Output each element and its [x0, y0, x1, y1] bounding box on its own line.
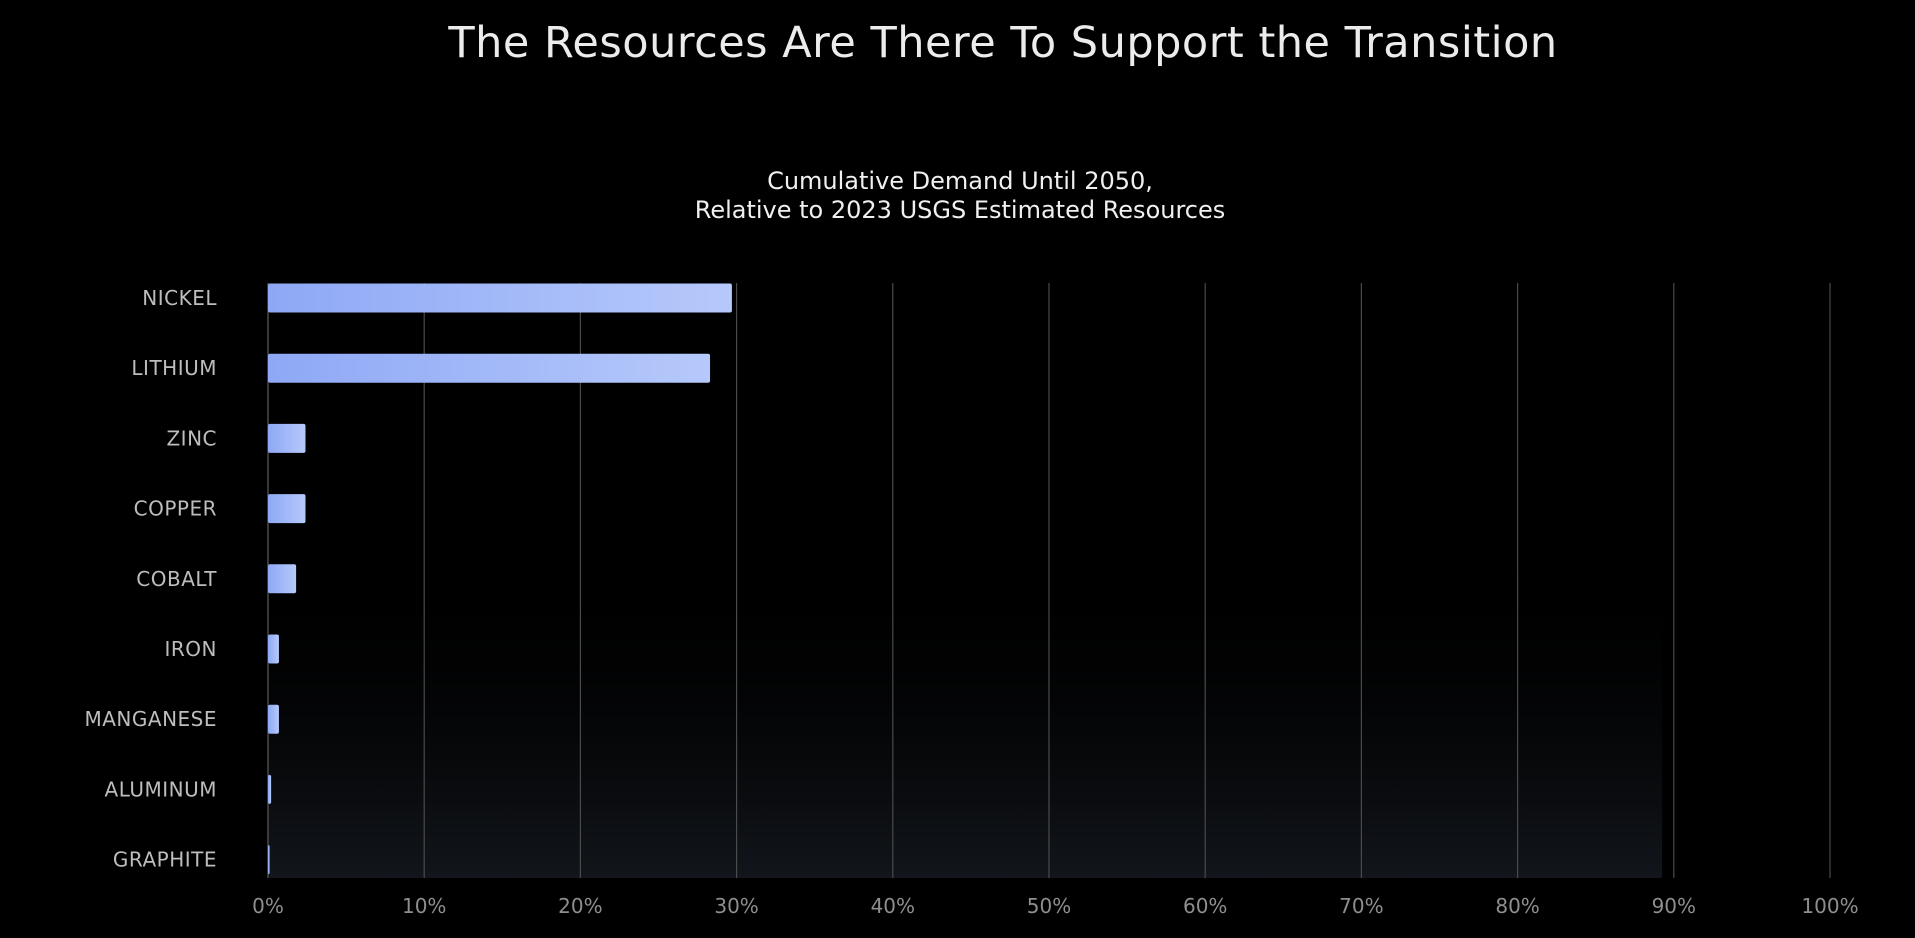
category-label-cobalt: COBALT [136, 567, 217, 591]
category-labels: NICKEL LITHIUM ZINC COPPER COBALT IRON MANGANE… [84, 286, 218, 872]
category-label-nickel: NICKEL [142, 286, 217, 310]
x-tick-label-10: 10% [402, 894, 446, 918]
x-axis-tick-labels: 0% 10% 20% 30% 40% 50% 60% 70% 80% 90% 100% [252, 894, 1858, 918]
x-tick-label-20: 20% [558, 894, 602, 918]
bar-zinc [268, 423, 306, 453]
bar-copper [268, 494, 306, 524]
bars [268, 283, 732, 875]
category-label-manganese: MANGANESE [84, 707, 217, 731]
category-label-copper: COPPER [134, 497, 217, 521]
x-tick-label-70: 70% [1339, 894, 1383, 918]
x-tick-label-60: 60% [1183, 894, 1227, 918]
x-tick-label-50: 50% [1027, 894, 1071, 918]
bar-iron [268, 634, 279, 664]
chart-subtitle-line-2: Relative to 2023 USGS Estimated Resource… [694, 196, 1226, 224]
bar-nickel [268, 283, 732, 313]
bar-aluminum [268, 774, 272, 804]
category-label-iron: IRON [165, 637, 218, 661]
bar-graphite [268, 845, 270, 875]
chart-subtitle-line-1: Cumulative Demand Until 2050, [767, 167, 1153, 195]
category-label-aluminum: ALUMINUM [105, 777, 217, 801]
x-tick-label-90: 90% [1652, 894, 1696, 918]
slide-title: The Resources Are There To Support the T… [448, 18, 1558, 68]
category-label-lithium: LITHIUM [131, 356, 217, 380]
x-tick-label-40: 40% [871, 894, 915, 918]
chart-subtitle: Cumulative Demand Until 2050, Relative t… [0, 167, 1915, 225]
bar-cobalt [268, 564, 297, 594]
plot-background-glow [268, 560, 1662, 878]
x-tick-label-100: 100% [1801, 894, 1858, 918]
category-label-graphite: GRAPHITE [113, 848, 217, 872]
bar-manganese [268, 704, 279, 734]
x-tick-label-30: 30% [714, 894, 758, 918]
bar-lithium [268, 353, 711, 383]
category-label-zinc: ZINC [166, 426, 217, 450]
x-tick-label-0: 0% [252, 894, 284, 918]
x-tick-label-80: 80% [1495, 894, 1539, 918]
